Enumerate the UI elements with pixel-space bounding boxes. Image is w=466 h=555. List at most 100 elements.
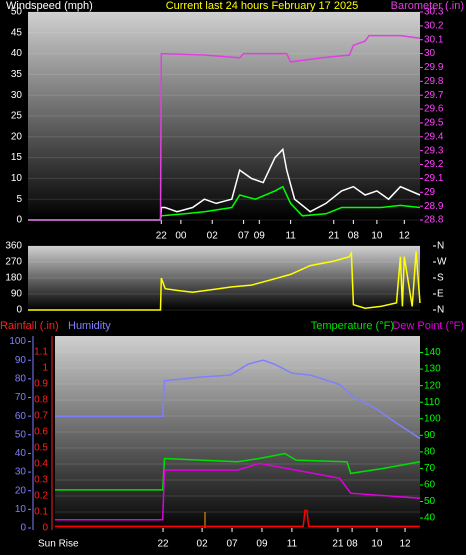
y2-tick-label: 110 bbox=[424, 397, 440, 408]
y2-tick-label: 30.3 bbox=[424, 7, 444, 18]
y-tick-label: 0.3 bbox=[34, 475, 48, 486]
x-tick-label: 00 bbox=[175, 231, 187, 242]
y2-tick-label: 60 bbox=[424, 480, 436, 491]
y2-tick-label: 30 bbox=[424, 48, 436, 59]
y-tick-label: 0.7 bbox=[34, 411, 48, 422]
x-tick-label: 09 bbox=[254, 231, 266, 242]
x-tick-label: 21 bbox=[332, 539, 344, 550]
x-tick-label: 07 bbox=[226, 539, 238, 550]
y2-tick-label: W bbox=[437, 257, 447, 268]
y2-tick-label: 29.1 bbox=[424, 173, 444, 184]
y2-tick-label: 140 bbox=[424, 347, 441, 358]
y-tick-label: 35 bbox=[11, 69, 23, 80]
y2-tick-label: E bbox=[437, 289, 444, 300]
y-tick-label: 0.2 bbox=[34, 491, 48, 502]
x-tick-label: 21 bbox=[328, 231, 340, 242]
chart-title: Current last 24 hours February 17 2025 bbox=[166, 0, 359, 12]
y-tick-label: 1 bbox=[42, 363, 48, 374]
legend-temperature: Temperature (°F) bbox=[311, 320, 394, 332]
y-tick-label: 10 bbox=[11, 173, 23, 184]
y-tick-label: 90 bbox=[11, 289, 23, 300]
y2-tick-label: 29.5 bbox=[424, 118, 444, 129]
series-line bbox=[55, 509, 420, 528]
y2-tick-label: 90 bbox=[424, 430, 436, 441]
legend-humidity: Humidity bbox=[68, 320, 111, 332]
y-tick-label: 45 bbox=[11, 27, 23, 38]
y2-tick-label: 40 bbox=[424, 513, 436, 524]
x-tick-label: 08 bbox=[348, 231, 360, 242]
y3-tick-label: 90 bbox=[15, 355, 27, 366]
y2-tick-label: 50 bbox=[424, 496, 436, 507]
x-tick-label: 02 bbox=[197, 539, 209, 550]
y-tick-label: 0 bbox=[42, 523, 48, 534]
series-line bbox=[28, 250, 421, 311]
y3-tick-label: 80 bbox=[15, 374, 27, 385]
y-tick-label: 50 bbox=[11, 7, 23, 18]
y-tick-label: 1.1 bbox=[34, 347, 48, 358]
y3-tick-label: 10 bbox=[15, 504, 27, 515]
y2-tick-label: 28.8 bbox=[424, 215, 444, 226]
panel-wind-bg bbox=[28, 12, 420, 220]
series-line bbox=[55, 359, 421, 440]
y2-tick-label: N bbox=[437, 305, 444, 316]
y3-tick-label: 50 bbox=[15, 429, 27, 440]
y2-tick-label: 120 bbox=[424, 380, 441, 391]
y-tick-label: 0.6 bbox=[34, 427, 48, 438]
x-tick-label: 09 bbox=[256, 539, 268, 550]
y2-tick-label: N bbox=[437, 241, 444, 252]
x-tick-label: 02 bbox=[207, 231, 219, 242]
y-tick-label: 0.9 bbox=[34, 379, 48, 390]
legend-rain: Rainfall (.in) bbox=[0, 320, 59, 332]
y-tick-label: 0.4 bbox=[34, 459, 48, 470]
y-tick-label: 360 bbox=[5, 241, 22, 252]
y-label: Windspeed (mph) bbox=[6, 0, 93, 12]
x-tick-label: 10 bbox=[371, 539, 383, 550]
y-tick-label: 5 bbox=[16, 194, 22, 205]
y3-tick-label: 60 bbox=[15, 411, 27, 422]
y3-tick-label: 40 bbox=[15, 448, 27, 459]
y2-tick-label: 29.8 bbox=[424, 76, 444, 87]
annotation: Sun Rise bbox=[38, 539, 79, 550]
y-tick-label: 0 bbox=[16, 305, 22, 316]
series-line bbox=[28, 34, 421, 221]
y2-tick-label: 29 bbox=[424, 187, 436, 198]
x-tick-label: 22 bbox=[157, 539, 169, 550]
y2-tick-label: 29.2 bbox=[424, 159, 444, 170]
y2-tick-label: 80 bbox=[424, 447, 436, 458]
y-tick-label: 15 bbox=[11, 152, 23, 163]
y3-tick-label: 0 bbox=[20, 523, 26, 534]
y-tick-label: 180 bbox=[5, 273, 22, 284]
panel-direction-bg bbox=[28, 246, 420, 310]
x-tick-label: 10 bbox=[371, 231, 383, 242]
y2-tick-label: 30.2 bbox=[424, 21, 444, 32]
y2-tick-label: 28.9 bbox=[424, 201, 444, 212]
panel-temp-bg bbox=[55, 336, 420, 532]
x-tick-label: 11 bbox=[287, 539, 298, 550]
y2-tick-label: 29.4 bbox=[424, 131, 444, 142]
y3-tick-label: 70 bbox=[15, 392, 27, 403]
y-tick-label: 30 bbox=[11, 90, 23, 101]
y2-tick-label: 100 bbox=[424, 413, 441, 424]
y-tick-label: 0.8 bbox=[34, 395, 48, 406]
legend-dewpoint: Dew Point (°F) bbox=[392, 320, 464, 332]
series-line bbox=[55, 462, 421, 521]
y2-tick-label: S bbox=[437, 273, 444, 284]
series-line bbox=[28, 147, 421, 221]
y-tick-label: 0.5 bbox=[34, 443, 48, 454]
y3-tick-label: 100 bbox=[9, 336, 26, 347]
y3-tick-label: 20 bbox=[15, 485, 27, 496]
y3-tick-label: 30 bbox=[15, 467, 27, 478]
y-tick-label: 40 bbox=[11, 48, 23, 59]
y-tick-label: 0.1 bbox=[34, 507, 48, 518]
x-tick-label: 22 bbox=[156, 231, 168, 242]
legend-barometer: Barometer (.in) bbox=[391, 0, 464, 12]
y-tick-label: 25 bbox=[11, 111, 23, 122]
x-tick-label: 12 bbox=[399, 539, 411, 550]
y2-tick-label: 70 bbox=[424, 463, 436, 474]
series-line bbox=[28, 185, 421, 221]
y2-tick-label: 29.3 bbox=[424, 145, 444, 156]
series-line bbox=[55, 452, 421, 491]
x-tick-label: 11 bbox=[285, 231, 296, 242]
x-tick-label: 07 bbox=[238, 231, 250, 242]
